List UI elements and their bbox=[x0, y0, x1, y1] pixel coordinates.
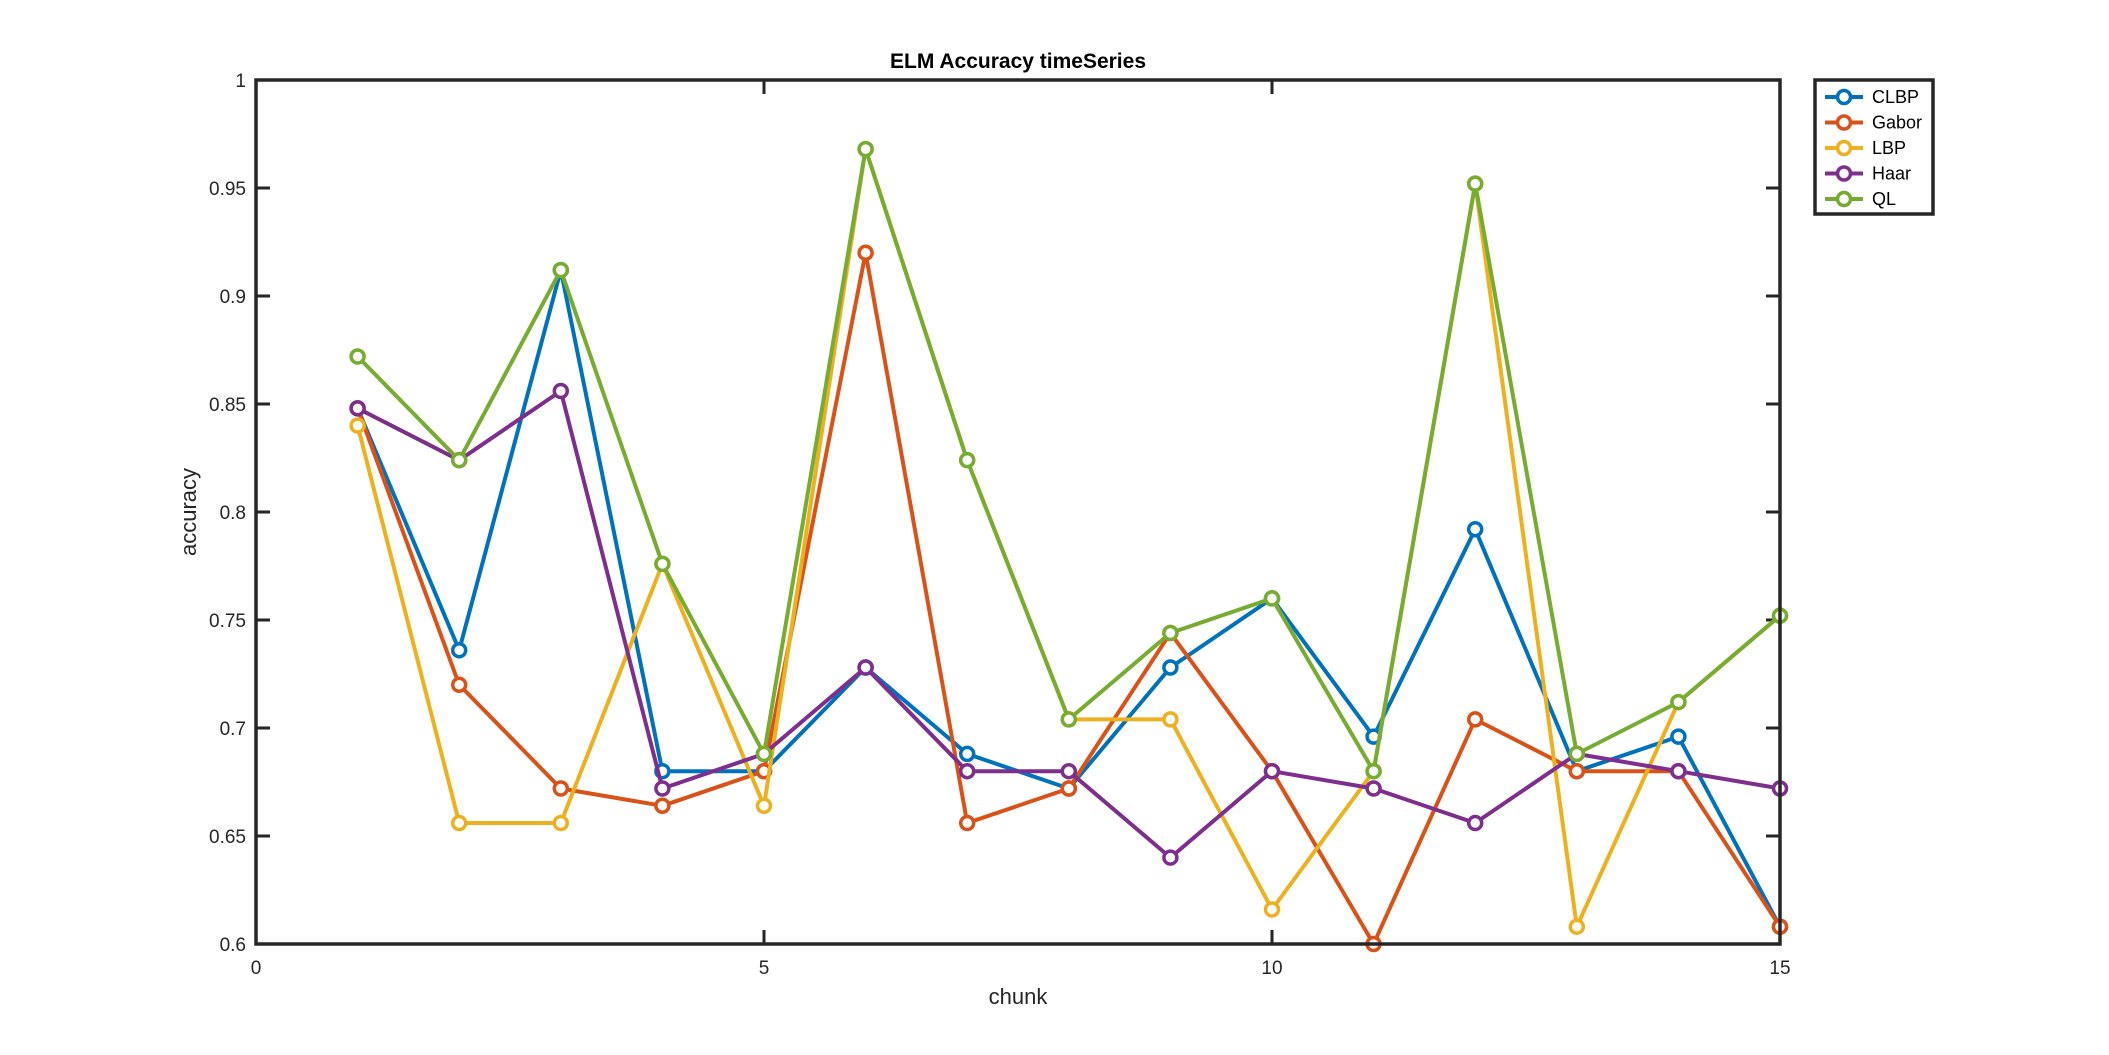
data-point-gabor bbox=[450, 676, 468, 694]
data-point-haar bbox=[1466, 814, 1484, 832]
data-point-lbp bbox=[755, 797, 773, 815]
legend-entry-haar: Haar bbox=[1825, 164, 1911, 184]
y-tick-label: 0.75 bbox=[209, 611, 246, 632]
data-point-lbp bbox=[450, 814, 468, 832]
legend-swatch-marker bbox=[1835, 88, 1853, 106]
y-tick-label: 0.65 bbox=[209, 827, 246, 848]
legend-entry-ql: QL bbox=[1825, 189, 1896, 209]
y-tick-label: 0.7 bbox=[220, 719, 246, 740]
x-tick-label: 0 bbox=[251, 958, 262, 979]
legend-label: CLBP bbox=[1872, 87, 1919, 107]
legend-swatch-marker bbox=[1835, 114, 1853, 131]
legend-swatch-marker bbox=[1835, 139, 1853, 157]
x-tick-label: 5 bbox=[759, 958, 770, 979]
data-point-gabor bbox=[857, 244, 874, 262]
data-point-haar bbox=[1670, 762, 1687, 780]
data-point-haar bbox=[1365, 780, 1382, 797]
data-point-gabor bbox=[1466, 711, 1484, 728]
data-point-ql bbox=[654, 555, 671, 573]
data-point-haar bbox=[1060, 762, 1078, 780]
y-tick-label: 0.9 bbox=[220, 287, 246, 308]
data-point-ql bbox=[349, 348, 366, 365]
data-point-ql bbox=[755, 745, 773, 763]
data-point-haar bbox=[857, 659, 874, 676]
data-point-gabor bbox=[654, 797, 671, 815]
data-point-clbp bbox=[958, 745, 976, 763]
plot-box bbox=[254, 78, 1782, 946]
data-point-clbp bbox=[1466, 521, 1484, 538]
legend-label: QL bbox=[1872, 189, 1896, 209]
y-tick-label: 1 bbox=[235, 71, 246, 92]
legend-label: LBP bbox=[1872, 138, 1906, 158]
legend-entry-lbp: LBP bbox=[1825, 138, 1906, 158]
data-point-lbp bbox=[1162, 711, 1179, 728]
y-tick-label: 0.95 bbox=[209, 179, 246, 200]
data-point-gabor bbox=[958, 814, 976, 832]
data-point-gabor bbox=[1060, 780, 1078, 797]
data-point-ql bbox=[1365, 762, 1382, 780]
legend-entry-clbp: CLBP bbox=[1825, 87, 1919, 107]
plot-area bbox=[256, 80, 1780, 944]
data-point-ql bbox=[1162, 624, 1179, 642]
data-point-haar bbox=[958, 762, 976, 780]
data-point-clbp bbox=[1670, 728, 1687, 745]
data-point-ql bbox=[1060, 711, 1078, 728]
data-point-lbp bbox=[1263, 901, 1281, 918]
data-point-ql bbox=[1568, 745, 1586, 763]
legend-label: Haar bbox=[1872, 164, 1911, 184]
data-point-haar bbox=[654, 780, 671, 797]
data-point-clbp bbox=[450, 641, 468, 659]
series-ql bbox=[349, 140, 1789, 780]
x-tick-label: 15 bbox=[1769, 958, 1790, 979]
y-axis-label: accuracy bbox=[176, 468, 201, 556]
data-point-clbp bbox=[1162, 659, 1179, 676]
y-tick-label: 0.8 bbox=[220, 503, 246, 524]
data-point-haar bbox=[552, 382, 570, 400]
data-point-ql bbox=[552, 261, 570, 279]
data-point-ql bbox=[857, 140, 874, 158]
legend-label: Gabor bbox=[1872, 113, 1922, 133]
data-point-lbp bbox=[552, 814, 570, 832]
data-point-gabor bbox=[1568, 762, 1586, 780]
data-point-ql bbox=[1263, 590, 1281, 607]
data-point-haar bbox=[349, 400, 366, 417]
legend-entry-gabor: Gabor bbox=[1825, 113, 1922, 133]
data-point-haar bbox=[1162, 849, 1179, 866]
data-point-ql bbox=[958, 451, 976, 469]
y-tick-label: 0.6 bbox=[220, 935, 246, 956]
series-lines bbox=[349, 140, 1789, 953]
legend-swatch-marker bbox=[1835, 165, 1853, 182]
data-point-ql bbox=[450, 451, 468, 469]
data-point-gabor bbox=[552, 780, 570, 797]
x-tick-label: 10 bbox=[1261, 958, 1282, 979]
data-point-ql bbox=[1670, 693, 1687, 711]
data-point-lbp bbox=[1568, 918, 1586, 935]
data-point-ql bbox=[1466, 175, 1484, 192]
x-axis-label: chunk bbox=[989, 984, 1049, 1009]
legend: CLBP Gabor LBP Haar QL bbox=[1813, 78, 1935, 216]
y-tick-label: 0.85 bbox=[209, 395, 246, 416]
legend-swatch-marker bbox=[1835, 190, 1853, 208]
chart-title: ELM Accuracy timeSeries bbox=[890, 50, 1146, 73]
data-point-lbp bbox=[349, 417, 366, 434]
data-point-haar bbox=[1263, 762, 1281, 780]
